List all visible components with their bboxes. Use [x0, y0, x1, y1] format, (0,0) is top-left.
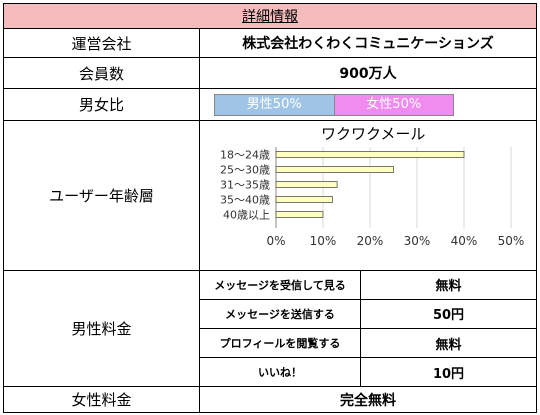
ratio-label: 男女比 — [3, 88, 200, 121]
age-label: ユーザー年齢層 — [3, 120, 200, 271]
age-chart: ワクワクメール 0% 10% 20% 30% 40% 50% 18～24歳 25～30歳 31～3… — [220, 125, 525, 248]
y-tick-label: 40歳以上 — [223, 209, 270, 222]
bar — [275, 166, 394, 173]
male-fee-table: メッセージを受信して見る 無料 メッセージを送信する 50円 プロフィールを閲覧する… — [200, 271, 536, 386]
x-tick-label: 40% — [451, 234, 478, 248]
detail-table: 詳細情報 運営会社 株式会社わくわくコミュニケーションズ 会員数 900万人 男… — [3, 3, 537, 413]
chart-title: ワクワクメール — [321, 125, 425, 143]
fee-row: メッセージを送信する 50円 — [200, 298, 536, 329]
x-tick-label: 50% — [498, 234, 525, 248]
bar — [275, 151, 465, 158]
male-ratio-segment: 男性50% — [215, 94, 335, 115]
age-chart-cell: ワクワクメール 0% 10% 20% 30% 40% 50% 18～24歳 25～30歳 31～3… — [199, 120, 537, 271]
company-value: 株式会社わくわくコミュニケーションズ — [199, 28, 537, 58]
ratio-cell: 男性50% 女性50% — [199, 88, 537, 121]
fee-price: 無料 — [360, 271, 536, 300]
fee-price: 50円 — [360, 298, 536, 329]
gender-ratio-bar: 男性50% 女性50% — [214, 93, 454, 116]
female-fee-label: 女性料金 — [3, 386, 200, 413]
bar — [275, 196, 333, 203]
y-tick-label: 18～24歳 — [220, 149, 270, 162]
y-tick-label: 31～35歳 — [220, 179, 270, 192]
y-tick-label: 25～30歳 — [220, 164, 270, 177]
members-label: 会員数 — [3, 57, 200, 89]
fee-service: プロフィールを閲覧する — [200, 327, 361, 359]
fee-row: プロフィールを閲覧する 無料 — [200, 327, 536, 359]
fee-price: 無料 — [360, 327, 536, 359]
x-tick-label: 30% — [404, 234, 431, 248]
fee-row: いいね！ 10円 — [200, 357, 536, 386]
female-fee-value: 完全無料 — [199, 386, 537, 413]
fee-row: メッセージを受信して見る 無料 — [200, 271, 536, 300]
fee-service: メッセージを受信して見る — [200, 271, 361, 300]
male-fee-cell: メッセージを受信して見る 無料 メッセージを送信する 50円 プロフィールを閲覧する… — [199, 270, 537, 387]
fee-price: 10円 — [360, 357, 536, 386]
bar — [275, 181, 338, 188]
y-tick-label: 35～40歳 — [220, 194, 270, 207]
x-tick-label: 20% — [357, 234, 384, 248]
company-label: 運営会社 — [3, 28, 200, 58]
members-value: 900万人 — [199, 57, 537, 89]
male-fee-label: 男性料金 — [3, 270, 200, 387]
fee-service: いいね！ — [200, 357, 361, 386]
x-tick-label: 0% — [266, 234, 285, 248]
bar — [275, 211, 324, 218]
section-title: 詳細情報 — [3, 3, 537, 29]
female-ratio-segment: 女性50% — [334, 94, 453, 115]
x-tick-label: 10% — [310, 234, 337, 248]
fee-service: メッセージを送信する — [200, 298, 361, 329]
